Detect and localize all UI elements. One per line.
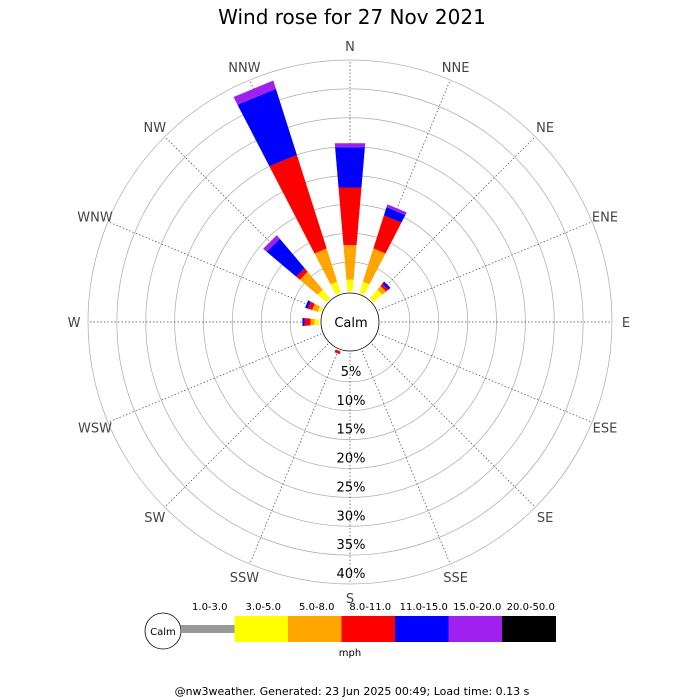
- direction-label-ssw: SSW: [230, 571, 260, 586]
- bar-wnw-3.0-5.0: [317, 306, 323, 313]
- percent-label: 25%: [337, 480, 366, 495]
- direction-label-nw: NW: [144, 121, 167, 136]
- legend-label-5.0-8.0: 5.0-8.0: [299, 602, 334, 613]
- bar-ne-8.0-11.0: [380, 283, 389, 292]
- percent-label: 10%: [337, 394, 366, 409]
- grid-ring: [87, 59, 613, 585]
- frequency-bars: [233, 80, 407, 355]
- direction-label-nnw: NNW: [228, 61, 260, 76]
- legend-label-8.0-11.0: 8.0-11.0: [349, 602, 391, 613]
- legend-swatch-20.0-50.0: [502, 616, 556, 642]
- spoke-ese: [378, 333, 593, 423]
- legend-swatch-5.0-8.0: [288, 616, 342, 642]
- spoke-ssw: [249, 350, 339, 565]
- direction-label-sw: SW: [144, 511, 165, 526]
- spoke-ene: [378, 221, 593, 311]
- direction-label-se: SE: [537, 511, 553, 526]
- direction-label-ese: ESE: [593, 422, 618, 437]
- percent-label: 20%: [337, 452, 366, 467]
- bar-nne-8.0-11.0: [373, 215, 402, 254]
- bar-w-3.0-5.0: [314, 318, 320, 326]
- legend-label-11.0-15.0: 11.0-15.0: [400, 602, 448, 613]
- speed-legend: Calm 1.0-3.0 3.0-5.0 5.0-8.0 8.0-11.0 11.0-15…: [144, 602, 556, 659]
- spoke-se: [371, 343, 536, 508]
- spoke-sse: [361, 350, 451, 565]
- bar-wnw-11.0-15.0: [305, 300, 311, 309]
- bar-nw-11.0-15.0: [266, 238, 305, 277]
- bar-nne-3.0-5.0: [359, 281, 370, 295]
- percent-label: 5%: [341, 365, 362, 380]
- percent-label: 35%: [337, 538, 366, 553]
- bar-nnw-5.0-8.0: [314, 248, 338, 285]
- direction-label-w: W: [68, 316, 81, 331]
- bar-nw-5.0-8.0: [299, 271, 323, 295]
- bar-wnw-8.0-11.0: [307, 301, 315, 310]
- bar-nnw-11.0-15.0: [237, 88, 297, 167]
- spoke-wsw: [107, 333, 322, 423]
- direction-label-sse: SSE: [443, 571, 468, 586]
- legend-label-1.0-3.0: 1.0-3.0: [192, 602, 227, 613]
- legend-calm-label: Calm: [150, 627, 176, 638]
- bar-nw-15.0-20.0: [263, 235, 280, 252]
- bar-nne-11.0-15.0: [383, 207, 406, 223]
- legend-swatch-8.0-11.0: [341, 616, 396, 642]
- grid-ring: [145, 117, 555, 527]
- bar-n-8.0-11.0: [338, 187, 362, 246]
- calm-circle: Calm: [320, 292, 380, 352]
- direction-labels: N NNE NE ENE E ESE SE SSE S SSW SW WSW W WNW NW NNW: [68, 40, 631, 607]
- chart-title: Wind rose for 27 Nov 2021: [218, 5, 486, 29]
- spoke-sw: [164, 343, 329, 508]
- legend-swatch-15.0-20.0: [448, 616, 503, 642]
- footer-text: @nw3weather. Generated: 23 Jun 2025 00:4…: [175, 685, 530, 698]
- calm-label: Calm: [334, 316, 367, 331]
- legend-swatch-3.0-5.0: [234, 616, 289, 642]
- bar-nne-5.0-8.0: [362, 248, 386, 285]
- direction-label-ne: NE: [536, 121, 554, 136]
- bar-nw-8.0-11.0: [296, 268, 308, 280]
- direction-label-s: S: [346, 592, 354, 607]
- legend-swatch-1.0-3.0: [181, 625, 235, 633]
- percent-label: 40%: [337, 567, 366, 582]
- percent-label: 15%: [337, 423, 366, 438]
- direction-label-e: E: [622, 316, 630, 331]
- bar-n-5.0-8.0: [343, 245, 357, 280]
- direction-label-n: N: [345, 40, 355, 55]
- bar-ne-5.0-8.0: [377, 285, 387, 295]
- direction-label-wnw: WNW: [77, 210, 113, 225]
- bar-n-11.0-15.0: [335, 147, 365, 188]
- bar-nne-15.0-20.0: [386, 204, 407, 215]
- bar-w-11.0-15.0: [302, 317, 305, 327]
- direction-label-wsw: WSW: [78, 422, 112, 437]
- bar-ne-3.0-5.0: [369, 289, 383, 303]
- grid-ring: [116, 88, 584, 556]
- spoke-ne: [371, 136, 536, 301]
- direction-label-nne: NNE: [442, 61, 470, 76]
- bar-w-5.0-8.0: [310, 318, 315, 326]
- bar-w-8.0-11.0: [304, 318, 311, 326]
- percent-label: 30%: [337, 509, 366, 524]
- calm-ring: [320, 292, 380, 352]
- legend-units: mph: [339, 648, 361, 659]
- bar-n-3.0-5.0: [346, 279, 354, 292]
- bar-n-15.0-20.0: [334, 143, 366, 148]
- spoke-wnw: [107, 221, 322, 311]
- legend-label-20.0-50.0: 20.0-50.0: [507, 602, 555, 613]
- percent-labels: 5% 10% 15% 20% 25% 30% 35% 40%: [337, 365, 366, 582]
- bar-nnw-15.0-20.0: [233, 80, 276, 105]
- direction-label-ene: ENE: [592, 210, 618, 225]
- bar-ssw-8.0-11.0: [334, 349, 341, 355]
- legend-label-15.0-20.0: 15.0-20.0: [453, 602, 501, 613]
- bar-wnw-5.0-8.0: [312, 303, 320, 312]
- bar-nnw-3.0-5.0: [330, 281, 341, 295]
- bar-nnw-8.0-11.0: [269, 154, 327, 254]
- legend-swatch-11.0-15.0: [395, 616, 449, 642]
- legend-label-3.0-5.0: 3.0-5.0: [246, 602, 281, 613]
- bar-ne-11.0-15.0: [382, 281, 391, 290]
- bar-nw-3.0-5.0: [317, 289, 331, 303]
